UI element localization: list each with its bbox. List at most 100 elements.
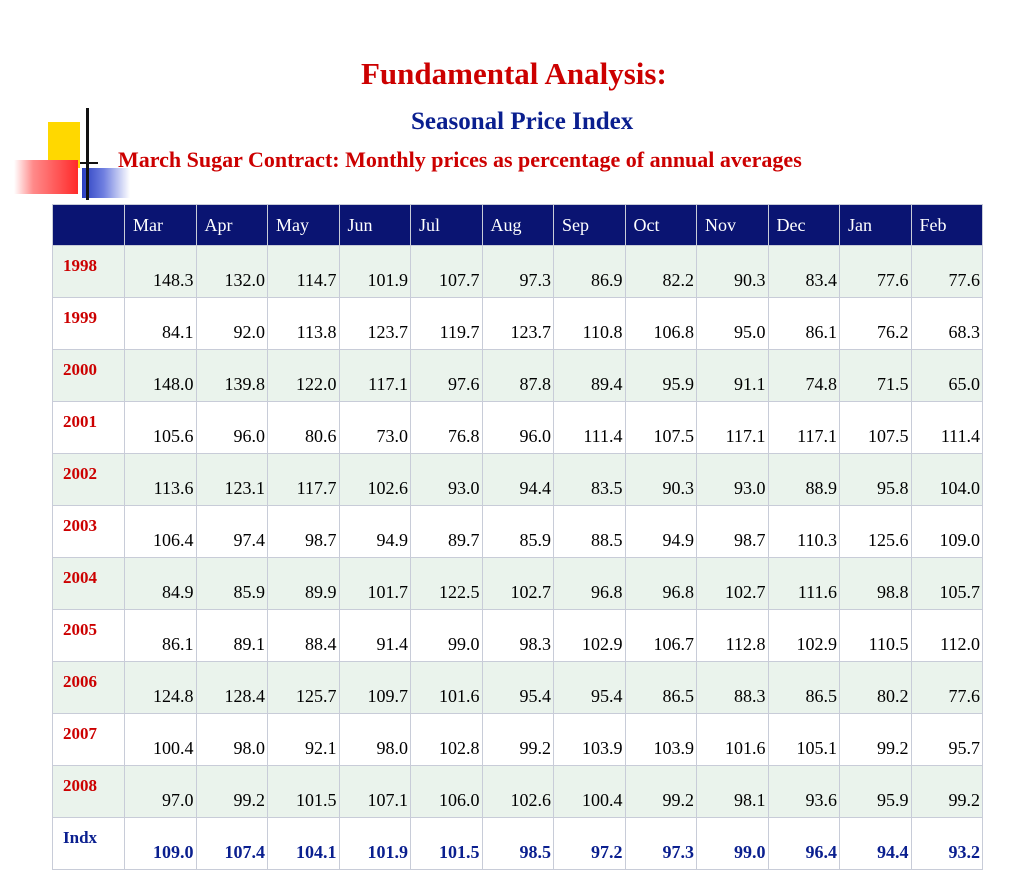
value-cell: 110.3 — [767, 505, 840, 558]
value-cell: 103.9 — [553, 713, 626, 766]
value-cell: 88.9 — [767, 453, 840, 506]
value-cell: 107.7 — [410, 245, 483, 298]
value-cell: 125.7 — [267, 661, 340, 714]
value-cell: 71.5 — [839, 349, 912, 402]
value-cell: 80.6 — [267, 401, 340, 454]
value-cell: 94.9 — [624, 505, 697, 558]
value-cell: 107.5 — [839, 401, 912, 454]
index-cell: 104.1 — [267, 817, 340, 870]
value-cell: 112.0 — [910, 609, 983, 662]
value-cell: 97.0 — [124, 765, 197, 818]
value-cell: 94.9 — [338, 505, 411, 558]
decor-vertical-line — [86, 108, 89, 200]
value-cell: 88.3 — [696, 661, 769, 714]
value-cell: 77.6 — [910, 661, 983, 714]
value-cell: 112.8 — [696, 609, 769, 662]
value-cell: 83.5 — [553, 453, 626, 506]
value-cell: 111.6 — [767, 557, 840, 610]
value-cell: 91.4 — [338, 609, 411, 662]
value-cell: 114.7 — [267, 245, 340, 298]
column-header-nov: Nov — [696, 204, 769, 246]
value-cell: 113.8 — [267, 297, 340, 350]
index-cell: 107.4 — [195, 817, 268, 870]
value-cell: 97.3 — [481, 245, 554, 298]
index-cell: 96.4 — [767, 817, 840, 870]
value-cell: 88.5 — [553, 505, 626, 558]
decor-horizontal-line — [80, 162, 98, 164]
value-cell: 84.1 — [124, 297, 197, 350]
value-cell: 139.8 — [195, 349, 268, 402]
value-cell: 83.4 — [767, 245, 840, 298]
table-row: 2002 113.6 123.1 117.7 102.6 93.0 94.4 83.5 90.3… — [52, 453, 983, 506]
value-cell: 100.4 — [553, 765, 626, 818]
column-header-sep: Sep — [553, 204, 626, 246]
value-cell: 85.9 — [481, 505, 554, 558]
value-cell: 95.7 — [910, 713, 983, 766]
year-label: 2008 — [52, 765, 125, 818]
value-cell: 132.0 — [195, 245, 268, 298]
year-label: 2005 — [52, 609, 125, 662]
column-header-apr: Apr — [195, 204, 268, 246]
table-row: 2006 124.8 128.4 125.7 109.7 101.6 95.4 95.4 86.… — [52, 661, 983, 714]
value-cell: 101.9 — [338, 245, 411, 298]
column-header-aug: Aug — [481, 204, 554, 246]
value-cell: 102.7 — [696, 557, 769, 610]
value-cell: 111.4 — [553, 401, 626, 454]
index-cell: 99.0 — [696, 817, 769, 870]
value-cell: 90.3 — [696, 245, 769, 298]
column-header-jan: Jan — [839, 204, 912, 246]
column-header-dec: Dec — [767, 204, 840, 246]
value-cell: 94.4 — [481, 453, 554, 506]
value-cell: 109.7 — [338, 661, 411, 714]
table-body: 1998 148.3 132.0 114.7 101.9 107.7 97.3 86.9 82.… — [52, 245, 983, 870]
header-corner-cell — [52, 204, 125, 246]
index-cell: 101.9 — [338, 817, 411, 870]
value-cell: 101.6 — [410, 661, 483, 714]
page-subtitle: Seasonal Price Index — [411, 108, 634, 135]
value-cell: 102.9 — [767, 609, 840, 662]
index-row: Indx 109.0 107.4 104.1 101.9 101.5 98.5 97.2 97.… — [52, 817, 983, 870]
value-cell: 109.0 — [910, 505, 983, 558]
value-cell: 77.6 — [910, 245, 983, 298]
year-label: 2002 — [52, 453, 125, 506]
value-cell: 95.9 — [624, 349, 697, 402]
value-cell: 93.6 — [767, 765, 840, 818]
value-cell: 86.5 — [767, 661, 840, 714]
value-cell: 123.1 — [195, 453, 268, 506]
seasonal-index-table: Mar Apr May Jun Jul Aug Sep Oct Nov Dec Jan Feb 199… — [52, 204, 983, 870]
value-cell: 99.0 — [410, 609, 483, 662]
value-cell: 65.0 — [910, 349, 983, 402]
value-cell: 105.1 — [767, 713, 840, 766]
value-cell: 99.2 — [839, 713, 912, 766]
value-cell: 148.0 — [124, 349, 197, 402]
value-cell: 102.6 — [481, 765, 554, 818]
value-cell: 122.0 — [267, 349, 340, 402]
table-row: 2005 86.1 89.1 88.4 91.4 99.0 98.3 102.9 106.7 11… — [52, 609, 983, 662]
value-cell: 113.6 — [124, 453, 197, 506]
index-cell: 97.2 — [553, 817, 626, 870]
value-cell: 76.8 — [410, 401, 483, 454]
value-cell: 89.9 — [267, 557, 340, 610]
value-cell: 98.7 — [696, 505, 769, 558]
year-label: 2004 — [52, 557, 125, 610]
value-cell: 99.2 — [481, 713, 554, 766]
value-cell: 128.4 — [195, 661, 268, 714]
value-cell: 98.1 — [696, 765, 769, 818]
value-cell: 117.1 — [338, 349, 411, 402]
value-cell: 74.8 — [767, 349, 840, 402]
value-cell: 111.4 — [910, 401, 983, 454]
value-cell: 80.2 — [839, 661, 912, 714]
value-cell: 93.0 — [410, 453, 483, 506]
value-cell: 148.3 — [124, 245, 197, 298]
table-row: 2000 148.0 139.8 122.0 117.1 97.6 87.8 89.4 95.9… — [52, 349, 983, 402]
value-cell: 106.4 — [124, 505, 197, 558]
column-header-may: May — [267, 204, 340, 246]
value-cell: 124.8 — [124, 661, 197, 714]
value-cell: 106.8 — [624, 297, 697, 350]
value-cell: 98.0 — [338, 713, 411, 766]
page-title: Fundamental Analysis: — [361, 56, 667, 91]
value-cell: 96.8 — [553, 557, 626, 610]
year-label: 2000 — [52, 349, 125, 402]
value-cell: 95.0 — [696, 297, 769, 350]
value-cell: 89.7 — [410, 505, 483, 558]
